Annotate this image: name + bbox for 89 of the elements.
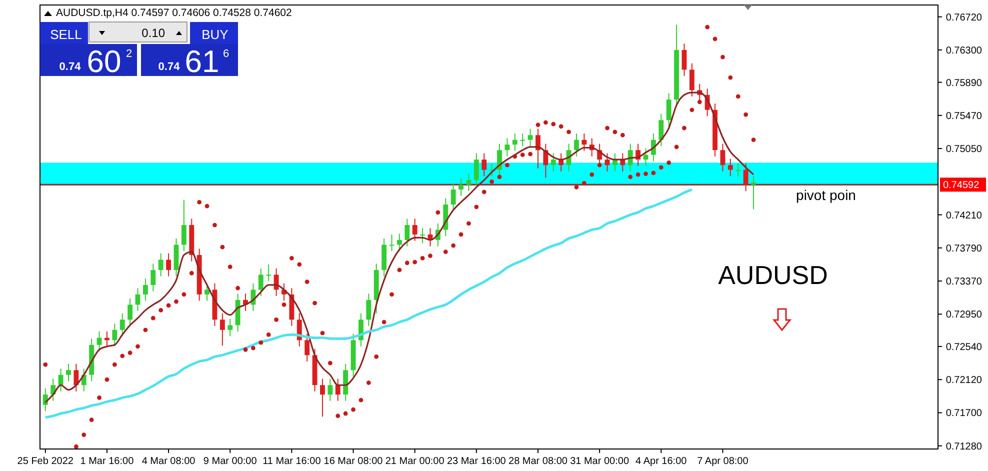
- candlestick: [328, 378, 333, 402]
- annotation: 61: [184, 44, 220, 79]
- candlestick: [412, 218, 418, 242]
- candlestick: [482, 152, 487, 177]
- candlestick: [228, 318, 233, 337]
- y-tick-label: 0.72540: [946, 342, 982, 353]
- y-tick-label: 0.72950: [946, 310, 982, 321]
- candlestick: [166, 252, 171, 277]
- candlestick: [520, 133, 526, 147]
- x-tick-label: 4 Mar 08:00: [142, 456, 196, 467]
- candlestick: [42, 388, 48, 412]
- y-tick-label: 0.74210: [946, 210, 982, 222]
- y-tick-label: 0.73370: [946, 276, 982, 288]
- y-tick-label: 0.72120: [946, 375, 982, 386]
- line-series: [44, 188, 694, 419]
- y-tick-label: 0.76720: [946, 12, 982, 24]
- candlestick: [66, 363, 71, 382]
- candlestick: [528, 128, 533, 147]
- candlestick: [74, 363, 79, 392]
- annotation: BUY: [202, 27, 229, 42]
- x-tick-label: 28 Mar 08:00: [508, 456, 568, 467]
- candlestick: [420, 228, 425, 244]
- candlestick: [512, 133, 518, 152]
- x-tick-label: 11 Mar 16:00: [262, 456, 322, 467]
- candlestick: [120, 312, 125, 337]
- x-tick-label: 23 Mar 16:00: [446, 456, 506, 467]
- x-tick-label: 4 Apr 16:00: [636, 456, 688, 467]
- candlestick: [404, 218, 410, 247]
- annotation: AUDUSD: [718, 260, 828, 290]
- candlestick: [128, 298, 133, 326]
- candlestick: [743, 163, 748, 192]
- candlestick: [604, 152, 610, 172]
- candlestick: [474, 152, 479, 187]
- annotation: 60: [86, 44, 122, 79]
- candlestick: [335, 378, 340, 402]
- ref-line-label: 0.74592: [943, 180, 980, 192]
- candlestick: [304, 333, 310, 362]
- candlestick: [720, 143, 726, 172]
- candlestick: [150, 263, 156, 292]
- x-tick-label: 31 Mar 00:00: [570, 456, 630, 467]
- annotation: 6: [222, 48, 230, 60]
- candlestick: [112, 323, 118, 347]
- annotation: 0.74: [158, 61, 181, 73]
- candlestick: [258, 268, 264, 297]
- candlestick: [220, 312, 225, 346]
- candlestick: [543, 143, 548, 178]
- candlestick: [96, 330, 102, 352]
- candlestick: [666, 92, 672, 127]
- candlestick: [396, 233, 402, 252]
- annotation: 0.10: [142, 26, 166, 40]
- annotation: 0.74: [59, 61, 82, 73]
- text: pivot poin: [796, 187, 856, 203]
- x-tick-label: 25 Feb 2022: [17, 456, 74, 467]
- candlestick: [682, 43, 687, 76]
- candlestick: [266, 264, 272, 282]
- candlestick: [628, 143, 633, 172]
- x-tick-label: 1 Mar 16:00: [80, 456, 134, 467]
- candlestick: [466, 173, 472, 192]
- candlestick: [736, 163, 741, 177]
- annotation: SELL: [50, 27, 82, 42]
- candlestick: [158, 252, 164, 277]
- x-tick-label: 16 Mar 08:00: [324, 456, 384, 467]
- candlestick: [582, 133, 587, 152]
- candlestick: [320, 378, 325, 418]
- y-tick-label: 0.75890: [946, 78, 982, 89]
- candlestick: [389, 234, 394, 252]
- candlestick: [458, 178, 464, 196]
- y-tick-label: 0.71280: [946, 441, 982, 452]
- x-tick-label: 21 Mar 00:00: [385, 456, 445, 467]
- y-tick-label: 0.73790: [946, 243, 982, 254]
- chart-title: AUDUSD.tp,H4 0.74597 0.74606 0.74528 0.74602: [56, 7, 292, 19]
- x-tick-label: 7 Apr 08:00: [697, 456, 749, 467]
- annotation: 2: [126, 48, 132, 60]
- candlestick: [450, 182, 456, 212]
- candlestick: [550, 152, 556, 172]
- y-tick-label: 0.76300: [946, 45, 982, 56]
- candlestick: [181, 199, 186, 252]
- candlestick: [366, 293, 372, 326]
- y-tick-label: 0.71700: [946, 408, 982, 420]
- candlestick: [751, 176, 756, 210]
- candlestick: [728, 158, 733, 177]
- candlestick: [689, 62, 694, 97]
- y-tick-label: 0.75050: [946, 144, 982, 156]
- x-tick-label: 9 Mar 00:00: [203, 456, 258, 467]
- y-tick-label: 0.75470: [946, 110, 982, 122]
- candlestick: [504, 138, 510, 157]
- candlestick: [142, 278, 148, 302]
- candlestick: [574, 133, 579, 157]
- candlestick: [658, 113, 664, 147]
